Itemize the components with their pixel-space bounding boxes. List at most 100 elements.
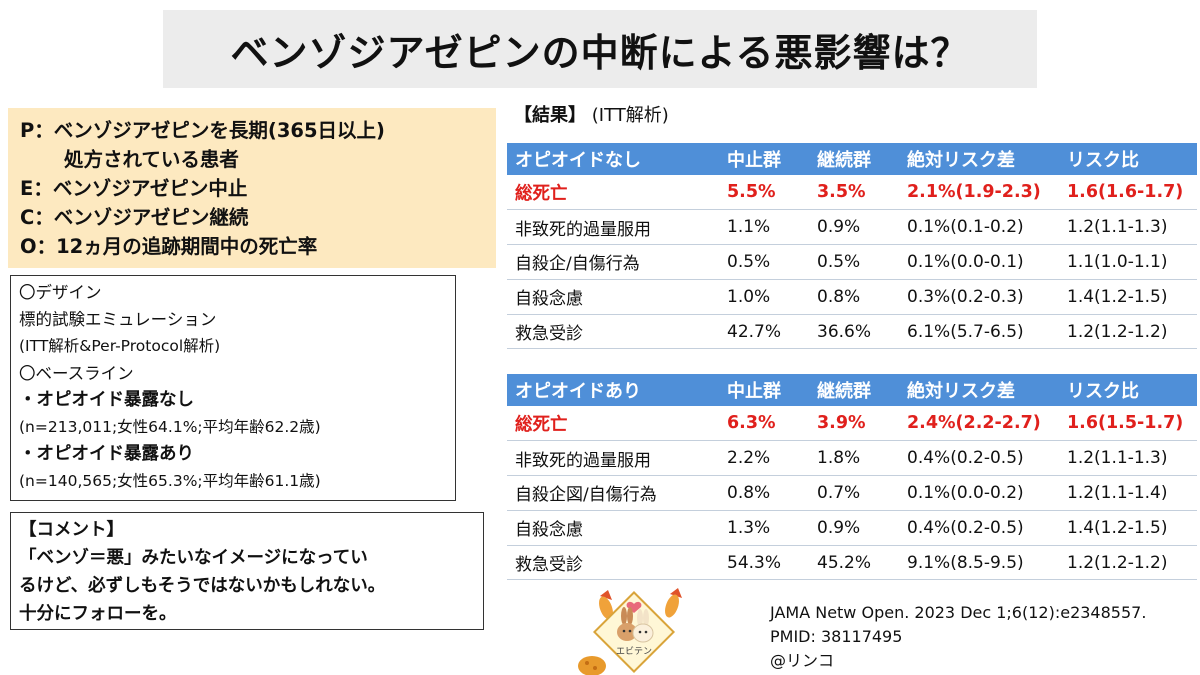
pico-box: P：ベンゾジアゼピンを長期(365日以上) 処方されている患者 E：ベンゾジアゼ… xyxy=(8,108,496,268)
cell-abs-risk-diff: 0.4%(0.2-0.5) xyxy=(899,440,1059,477)
header-discontinue: 中止群 xyxy=(719,143,809,175)
cell-risk-ratio: 1.6(1.5-1.7) xyxy=(1059,406,1197,442)
cell-discontinue: 1.0% xyxy=(719,279,809,315)
result-bracket: 【結果】 xyxy=(514,105,586,126)
cell-abs-risk-diff: 0.4%(0.2-0.5) xyxy=(899,510,1059,546)
table-row: 自殺念慮 1.3% 0.9% 0.4%(0.2-0.5) 1.4(1.2-1.5… xyxy=(507,510,1197,546)
cell-risk-ratio: 1.4(1.2-1.5) xyxy=(1059,510,1197,546)
cell-abs-risk-diff: 2.4%(2.2-2.7) xyxy=(899,406,1059,442)
row-label: 自殺念慮 xyxy=(507,279,719,315)
header-group: オピオイドなし xyxy=(507,143,719,175)
result-type: (ITT解析) xyxy=(591,105,669,126)
cell-continue: 0.5% xyxy=(809,244,899,280)
cell-risk-ratio: 1.4(1.2-1.5) xyxy=(1059,279,1197,315)
row-label: 非致死的過量服用 xyxy=(507,209,719,246)
rabbit-mascot-icon: エビテン xyxy=(578,588,682,675)
cell-discontinue: 2.2% xyxy=(719,440,809,477)
cell-discontinue: 0.8% xyxy=(719,475,809,511)
cell-abs-risk-diff: 0.1%(0.1-0.2) xyxy=(899,209,1059,246)
cell-continue: 0.7% xyxy=(809,475,899,511)
results-table-with-opioid: オピオイドあり 中止群 継続群 絶対リスク差 リスク比 総死亡 6.3% 3.9… xyxy=(507,374,1197,581)
table-header-row: オピオイドあり 中止群 継続群 絶対リスク差 リスク比 xyxy=(507,374,1197,406)
cell-abs-risk-diff: 9.1%(8.5-9.5) xyxy=(899,545,1059,581)
pico-c: C：ベンゾジアゼピン継続 xyxy=(20,206,249,229)
row-label: 自殺企/自傷行為 xyxy=(507,244,719,280)
row-label: 自殺念慮 xyxy=(507,510,719,546)
row-label: 総死亡 xyxy=(507,175,719,211)
cell-continue: 36.6% xyxy=(809,314,899,350)
header-risk-ratio: リスク比 xyxy=(1059,374,1197,406)
pico-p: P：ベンゾジアゼピンを長期(365日以上) xyxy=(20,119,385,142)
comment-heading: 【コメント】 xyxy=(19,520,124,540)
table-row: 非致死的過量服用 2.2% 1.8% 0.4%(0.2-0.5) 1.2(1.1… xyxy=(507,440,1197,477)
group1-label: ・オピオイド暴露なし xyxy=(19,390,194,410)
comment-line3: 十分にフォローを。 xyxy=(19,604,177,624)
result-label: 【結果】 (ITT解析) xyxy=(514,101,669,127)
header-risk-ratio: リスク比 xyxy=(1059,143,1197,175)
comment-box: 【コメント】 「ベンゾ＝悪」みたいなイメージになってい るけど、必ずしもそうでは… xyxy=(10,512,484,630)
pico-o: O：12ヵ月の追跡期間中の死亡率 xyxy=(20,235,318,258)
row-label: 総死亡 xyxy=(507,406,719,442)
cell-risk-ratio: 1.2(1.2-1.2) xyxy=(1059,314,1197,350)
cell-abs-risk-diff: 0.1%(0.0-0.1) xyxy=(899,244,1059,280)
header-abs-risk-diff: 絶対リスク差 xyxy=(899,143,1059,175)
citation-pmid: PMID: 38117495 xyxy=(770,627,903,646)
cell-continue: 0.9% xyxy=(809,209,899,246)
cell-abs-risk-diff: 2.1%(1.9-2.3) xyxy=(899,175,1059,211)
table-row: 自殺企/自傷行為 0.5% 0.5% 0.1%(0.0-0.1) 1.1(1.0… xyxy=(507,244,1197,280)
header-discontinue: 中止群 xyxy=(719,374,809,406)
row-label: 救急受診 xyxy=(507,545,719,581)
cell-continue: 3.9% xyxy=(809,406,899,442)
cell-discontinue: 0.5% xyxy=(719,244,809,280)
group1-detail: (n=213,011;女性64.1%;平均年齢62.2歳) xyxy=(19,418,321,436)
title-banner: ベンゾジアゼピンの中断による悪影響は？ xyxy=(163,10,1037,88)
cell-discontinue: 5.5% xyxy=(719,175,809,211)
header-group: オピオイドあり xyxy=(507,374,719,406)
cell-risk-ratio: 1.2(1.1-1.3) xyxy=(1059,209,1197,246)
cell-discontinue: 1.3% xyxy=(719,510,809,546)
row-label: 非致死的過量服用 xyxy=(507,440,719,477)
comment-line1: 「ベンゾ＝悪」みたいなイメージになってい xyxy=(19,548,368,568)
cell-continue: 0.9% xyxy=(809,510,899,546)
design-heading: 〇デザイン xyxy=(19,283,102,302)
cell-discontinue: 42.7% xyxy=(719,314,809,350)
header-continue: 継続群 xyxy=(809,374,899,406)
cell-continue: 45.2% xyxy=(809,545,899,581)
table-row: 自殺念慮 1.0% 0.8% 0.3%(0.2-0.3) 1.4(1.2-1.5… xyxy=(507,279,1197,315)
cell-continue: 3.5% xyxy=(809,175,899,211)
group2-label: ・オピオイド暴露あり xyxy=(19,444,194,464)
cell-discontinue: 6.3% xyxy=(719,406,809,442)
table-row: 救急受診 42.7% 36.6% 6.1%(5.7-6.5) 1.2(1.2-1… xyxy=(507,314,1197,350)
table-header-row: オピオイドなし 中止群 継続群 絶対リスク差 リスク比 xyxy=(507,143,1197,175)
cell-abs-risk-diff: 6.1%(5.7-6.5) xyxy=(899,314,1059,350)
table-row: 自殺企図/自傷行為 0.8% 0.7% 0.1%(0.0-0.2) 1.2(1.… xyxy=(507,475,1197,511)
row-label: 救急受診 xyxy=(507,314,719,350)
baseline-heading: 〇ベースライン xyxy=(19,364,134,383)
header-continue: 継続群 xyxy=(809,143,899,175)
pico-p-cont: 処方されている患者 xyxy=(64,148,239,171)
group2-detail: (n=140,565;女性65.3%;平均年齢61.1歳) xyxy=(19,472,321,490)
cell-risk-ratio: 1.1(1.0-1.1) xyxy=(1059,244,1197,280)
design-line2: (ITT解析&Per-Protocol解析) xyxy=(19,337,221,355)
logo-text: エビテン xyxy=(616,646,652,657)
table-row: 非致死的過量服用 1.1% 0.9% 0.1%(0.1-0.2) 1.2(1.1… xyxy=(507,209,1197,246)
row-label: 自殺企図/自傷行為 xyxy=(507,475,719,511)
citation: JAMA Netw Open. 2023 Dec 1;6(12):e234855… xyxy=(770,601,1146,673)
citation-author: @リンコ xyxy=(770,651,835,670)
cell-discontinue: 1.1% xyxy=(719,209,809,246)
design-line1: 標的試験エミュレーション xyxy=(19,310,217,329)
table-row: 総死亡 5.5% 3.5% 2.1%(1.9-2.3) 1.6(1.6-1.7) xyxy=(507,175,1197,211)
cell-discontinue: 54.3% xyxy=(719,545,809,581)
cell-risk-ratio: 1.2(1.2-1.2) xyxy=(1059,545,1197,581)
table-row: 総死亡 6.3% 3.9% 2.4%(2.2-2.7) 1.6(1.5-1.7) xyxy=(507,406,1197,442)
design-box: 〇デザイン 標的試験エミュレーション (ITT解析&Per-Protocol解析… xyxy=(10,275,456,501)
cell-abs-risk-diff: 0.3%(0.2-0.3) xyxy=(899,279,1059,315)
pico-e: E：ベンゾジアゼピン中止 xyxy=(20,177,248,200)
comment-line2: るけど、必ずしもそうではないかもしれない。 xyxy=(19,576,386,596)
cell-risk-ratio: 1.2(1.1-1.4) xyxy=(1059,475,1197,511)
page-title: ベンゾジアゼピンの中断による悪影響は？ xyxy=(230,30,970,75)
cell-continue: 1.8% xyxy=(809,440,899,477)
table-row: 救急受診 54.3% 45.2% 9.1%(8.5-9.5) 1.2(1.2-1… xyxy=(507,545,1197,581)
cell-risk-ratio: 1.2(1.1-1.3) xyxy=(1059,440,1197,477)
results-table-no-opioid: オピオイドなし 中止群 継続群 絶対リスク差 リスク比 総死亡 5.5% 3.5… xyxy=(507,143,1197,350)
